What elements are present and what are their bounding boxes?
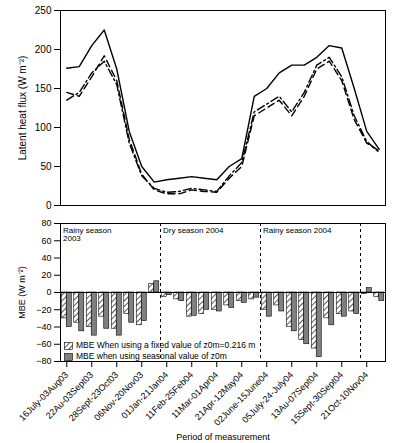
svg-text:−80: −80 — [36, 356, 51, 366]
svg-text:40: 40 — [41, 253, 51, 263]
svg-text:13Au-07Sept04: 13Au-07Sept04 — [268, 369, 321, 421]
svg-text:250: 250 — [35, 5, 52, 16]
svg-text:11Feb-25Feb04: 11Feb-25Feb04 — [143, 369, 196, 422]
svg-text:80: 80 — [41, 218, 51, 228]
svg-text:−20: −20 — [36, 305, 51, 315]
svg-text:21Apr-12May04: 21Apr-12May04 — [192, 369, 246, 423]
html-text:MBE when using seasonal value: MBE when using seasonal value of z0m — [76, 351, 227, 361]
svg-text:11Mar-01Apr04: 11Mar-01Apr04 — [169, 369, 221, 421]
svg-text:150: 150 — [35, 83, 52, 94]
svg-text:Rainy season2003: Rainy season2003 — [63, 226, 111, 243]
svg-text:100: 100 — [35, 122, 52, 133]
svg-text:20: 20 — [41, 270, 51, 280]
svg-text:16July-03Aug03: 16July-03Aug03 — [17, 369, 71, 423]
svg-text:200: 200 — [35, 44, 52, 55]
svg-text:15Sept-30Sept04: 15Sept-30Sept04 — [288, 369, 346, 427]
svg-text:Dry season 2004: Dry season 2004 — [163, 226, 224, 235]
svg-text:01Jan-21Jan04: 01Jan-21Jan04 — [119, 369, 171, 421]
svg-text:06Nov-20Nov03: 06Nov-20Nov03 — [92, 369, 146, 423]
svg-text:−40: −40 — [36, 322, 51, 332]
svg-text:05July-24-July04: 05July-24-July04 — [240, 369, 296, 425]
svg-text:0: 0 — [46, 200, 52, 211]
svg-text:22Au-03Sept03: 22Au-03Sept03 — [43, 369, 96, 421]
html-text:MBE When using a fixed value o: MBE When using a fixed value of z0m=0.21… — [76, 340, 256, 350]
svg-text:Period of measurement: Period of measurement — [176, 432, 270, 442]
svg-text:02June-15June04: 02June-15June04 — [212, 369, 271, 428]
svg-text:Rainy season 2004: Rainy season 2004 — [263, 226, 332, 235]
svg-text:21Oct-10Nov04: 21Oct-10Nov04 — [319, 370, 371, 422]
svg-text:60: 60 — [41, 236, 51, 246]
svg-text:MBE (W m⁻²): MBE (W m⁻²) — [17, 266, 27, 319]
svg-text:−60: −60 — [36, 339, 51, 349]
svg-text:28Sept-23Oct03: 28Sept-23Oct03 — [66, 369, 121, 424]
svg-text:Latent heat flux (W m⁻²): Latent heat flux (W m⁻²) — [17, 56, 28, 161]
svg-text:50: 50 — [40, 161, 52, 172]
svg-text:0: 0 — [46, 287, 51, 297]
